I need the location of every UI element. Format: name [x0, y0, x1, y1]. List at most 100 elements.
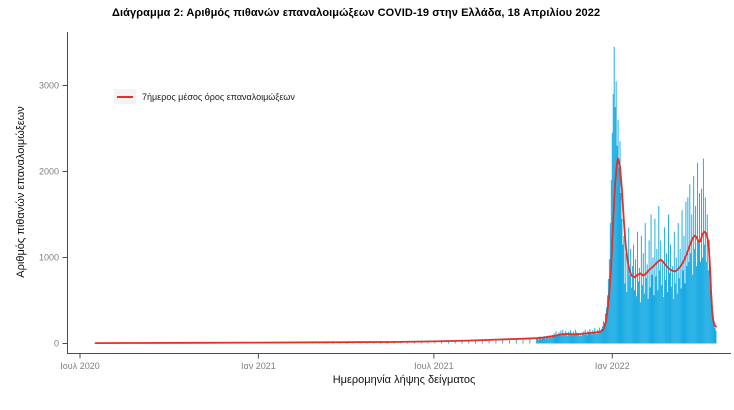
bar: [653, 295, 655, 344]
bar: [592, 330, 594, 344]
bar: [712, 317, 714, 344]
bar: [567, 335, 569, 344]
bar: [705, 261, 707, 344]
bar: [468, 341, 470, 344]
bar: [583, 334, 585, 344]
y-tick-label: 3000: [39, 81, 59, 91]
axes: [62, 32, 731, 359]
bar: [587, 330, 589, 344]
bar: [488, 340, 490, 344]
bar: [522, 340, 524, 344]
bar: [642, 253, 644, 344]
bar: [677, 223, 679, 344]
bar: [595, 331, 597, 344]
bar: [454, 341, 456, 344]
bar: [589, 328, 591, 344]
bar: [652, 257, 654, 344]
bar: [558, 332, 560, 344]
bar: [601, 328, 603, 344]
x-tick-label: Ιαν 2022: [595, 361, 630, 371]
bar: [594, 328, 596, 344]
bar: [669, 272, 670, 344]
bar: [638, 267, 640, 344]
bar: [707, 270, 709, 344]
bar: [667, 291, 668, 344]
y-tick-label: 0: [54, 339, 59, 349]
bar: [633, 244, 635, 344]
bar: [560, 330, 562, 344]
y-axis-title: Αριθμός πιθανών επαναλοιμώξεων: [15, 106, 27, 278]
bar: [552, 335, 554, 344]
bar: [586, 335, 588, 344]
bar: [670, 286, 672, 344]
bar: [598, 331, 600, 344]
bar: [539, 336, 540, 344]
bar: [602, 326, 604, 344]
bar: [643, 293, 645, 344]
bar: [663, 297, 665, 344]
bar: [566, 333, 568, 344]
bar: [640, 236, 642, 344]
bar: [553, 333, 555, 344]
bar: [603, 321, 604, 344]
bar: [679, 248, 681, 344]
bar: [475, 340, 477, 344]
bar: [678, 278, 680, 344]
bar: [681, 210, 683, 344]
bar: [573, 331, 574, 344]
bar: [549, 337, 551, 344]
bar: [694, 248, 696, 344]
bar: [359, 342, 361, 344]
bar: [427, 342, 429, 344]
bar: [599, 327, 601, 344]
bar: [576, 334, 578, 344]
bar: [590, 331, 592, 344]
bar: [700, 261, 701, 344]
bar: [689, 184, 691, 344]
bar: [691, 214, 693, 344]
bar: [596, 334, 598, 344]
bar: [537, 337, 539, 344]
bar: [649, 287, 651, 344]
bar: [584, 329, 586, 344]
bar: [690, 253, 692, 344]
bar: [659, 270, 661, 344]
bar: [571, 332, 572, 344]
legend-key-box: [114, 89, 136, 104]
bar: [626, 291, 628, 344]
bar: [619, 141, 621, 344]
bar: [675, 257, 677, 344]
bar: [600, 330, 602, 344]
bar: [559, 334, 561, 344]
bar: [620, 193, 622, 344]
bar: [714, 328, 716, 344]
bar: [502, 340, 504, 344]
bar: [646, 264, 648, 344]
bar: [662, 261, 664, 344]
bar: [628, 227, 630, 344]
bar: [672, 298, 674, 344]
bar: [565, 331, 567, 344]
bar: [618, 167, 620, 344]
bar: [637, 231, 638, 344]
bar: [548, 335, 550, 344]
bar: [575, 332, 577, 344]
bar: [400, 342, 402, 344]
bar: [637, 281, 639, 344]
bar: [622, 244, 624, 344]
y-tick-label: 1000: [39, 253, 59, 263]
x-tick-label: Ιουλ 2021: [414, 361, 453, 371]
bar: [627, 261, 629, 344]
bar: [632, 266, 634, 344]
bar: [568, 331, 570, 344]
bar: [657, 290, 659, 344]
bar: [541, 339, 542, 344]
bar: [580, 336, 582, 344]
bar: [688, 261, 690, 344]
bar: [631, 287, 633, 344]
bar: [656, 248, 658, 344]
bar: [606, 295, 608, 344]
bar: [693, 175, 695, 344]
bar: [593, 332, 595, 344]
